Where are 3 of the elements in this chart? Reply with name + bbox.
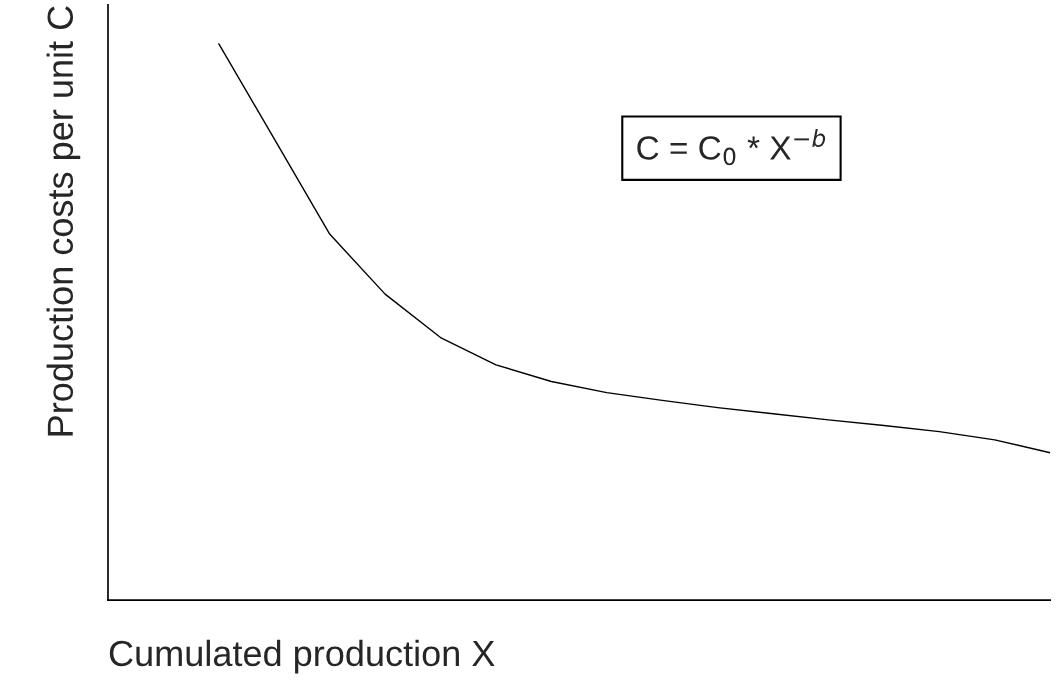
x-axis-title: Cumulated production X xyxy=(109,639,495,674)
annotation: C = C$_{0}$ * X$^{−b}$ xyxy=(637,128,826,166)
y-axis-title: Production costs per unit C xyxy=(46,6,81,436)
